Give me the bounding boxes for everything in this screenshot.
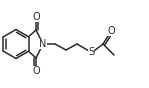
- Text: O: O: [32, 12, 40, 22]
- Text: N: N: [39, 39, 47, 49]
- Text: O: O: [32, 66, 40, 76]
- Text: O: O: [107, 26, 115, 36]
- Text: S: S: [88, 47, 94, 57]
